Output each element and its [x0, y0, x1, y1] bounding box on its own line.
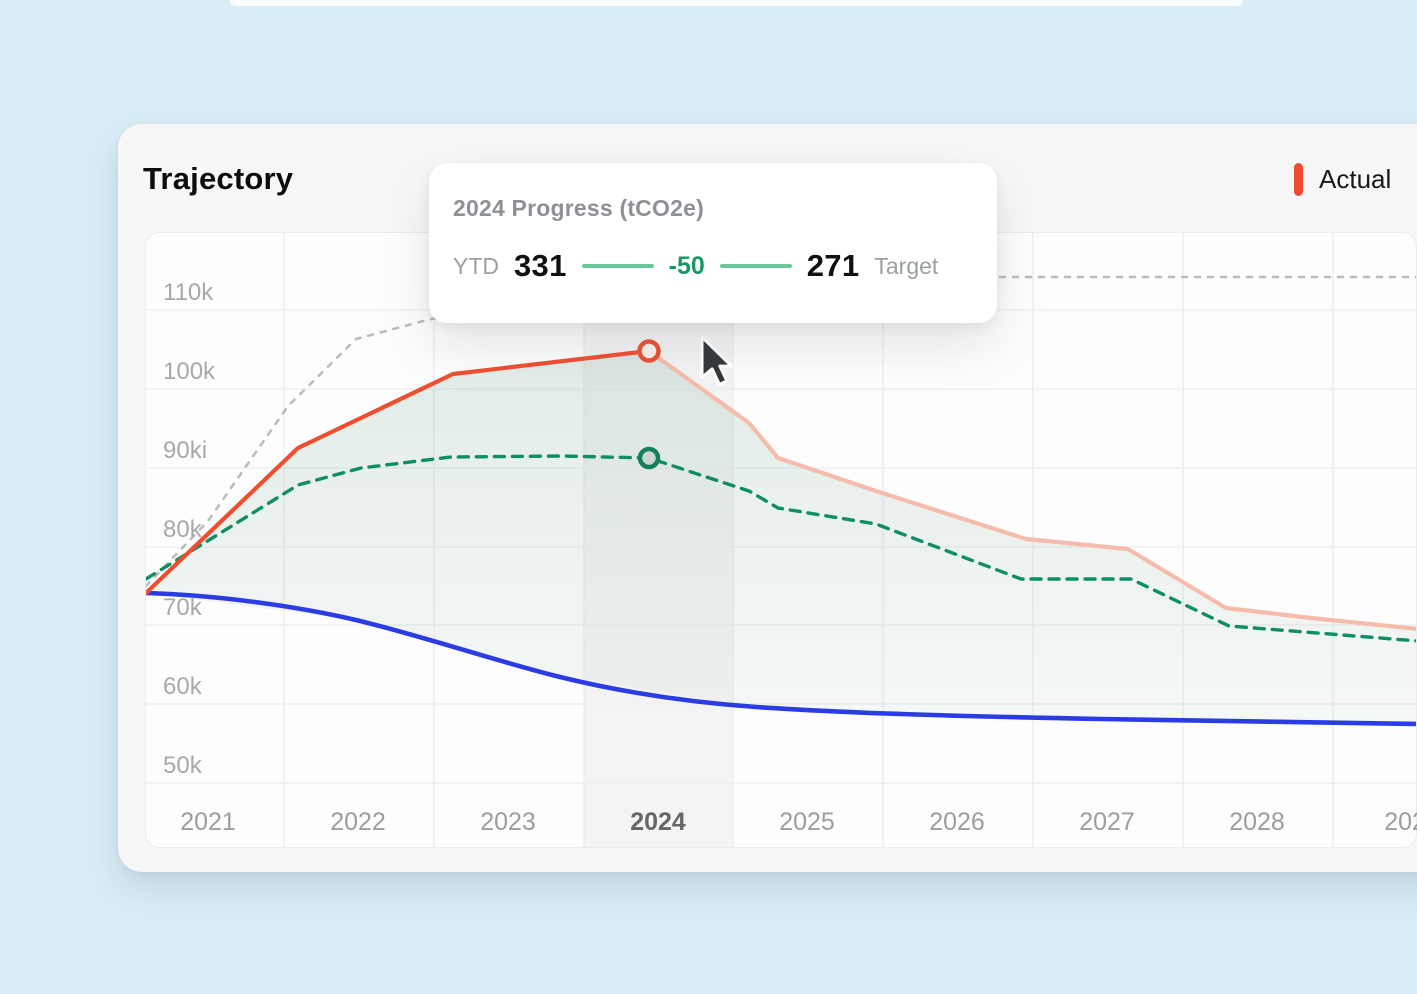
gap-area-fill — [146, 351, 1416, 724]
x-tick-2029: 2029 — [1384, 808, 1417, 836]
x-tick-2024: 2024 — [630, 808, 686, 836]
x-tick-2022: 2022 — [330, 808, 386, 836]
upper-card-edge — [230, 0, 1243, 6]
actual-line — [146, 348, 652, 596]
reduction-2024-marker[interactable] — [637, 446, 661, 470]
ytd-value: 331 — [514, 248, 567, 283]
y-tick-60k: 60k — [163, 673, 202, 700]
legend-item-actual[interactable]: Actual — [1319, 164, 1392, 194]
x-tick-2023: 2023 — [480, 808, 536, 836]
y-tick-90k: 90ki — [163, 437, 208, 464]
tooltip-title: 2024 Progress (tCO2e) — [453, 195, 704, 221]
target-value: 271 — [806, 248, 860, 283]
y-tick-70k: 70k — [163, 594, 202, 621]
y-tick-50k: 50k — [163, 752, 202, 779]
legend-actual-marker-icon — [1294, 163, 1303, 196]
target-label: Target — [874, 252, 939, 279]
x-tick-2028: 2028 — [1229, 808, 1285, 836]
x-tick-2026: 2026 — [929, 808, 985, 836]
chart-legend: Actual — [1294, 163, 1391, 196]
actual-2024-marker[interactable] — [637, 339, 661, 363]
x-tick-2021: 2021 — [180, 808, 236, 836]
reduction-green-dashed-line — [146, 454, 1416, 643]
y-tick-110k: 110k — [163, 279, 214, 306]
mouse-cursor-icon — [700, 335, 734, 386]
ytd-label: YTD — [453, 252, 499, 279]
page-title: Trajectory — [143, 161, 294, 196]
delta-value: -50 — [668, 251, 705, 280]
y-tick-80k: 80k — [163, 516, 202, 543]
actual-projected-line — [646, 348, 1416, 631]
tooltip-values-row: YTD 331 -50 271 Target — [453, 248, 971, 284]
target-blue-line — [146, 590, 1416, 727]
trajectory-chart — [146, 233, 1416, 847]
progress-tooltip: 2024 Progress (tCO2e) YTD 331 -50 271 Ta… — [429, 163, 997, 323]
y-tick-100k: 100k — [163, 358, 216, 385]
connector-line-icon — [581, 264, 654, 268]
x-tick-2027: 2027 — [1079, 808, 1135, 836]
chart-plot-area[interactable] — [145, 232, 1417, 848]
connector-line-icon — [719, 264, 792, 268]
x-tick-2025: 2025 — [779, 808, 835, 836]
